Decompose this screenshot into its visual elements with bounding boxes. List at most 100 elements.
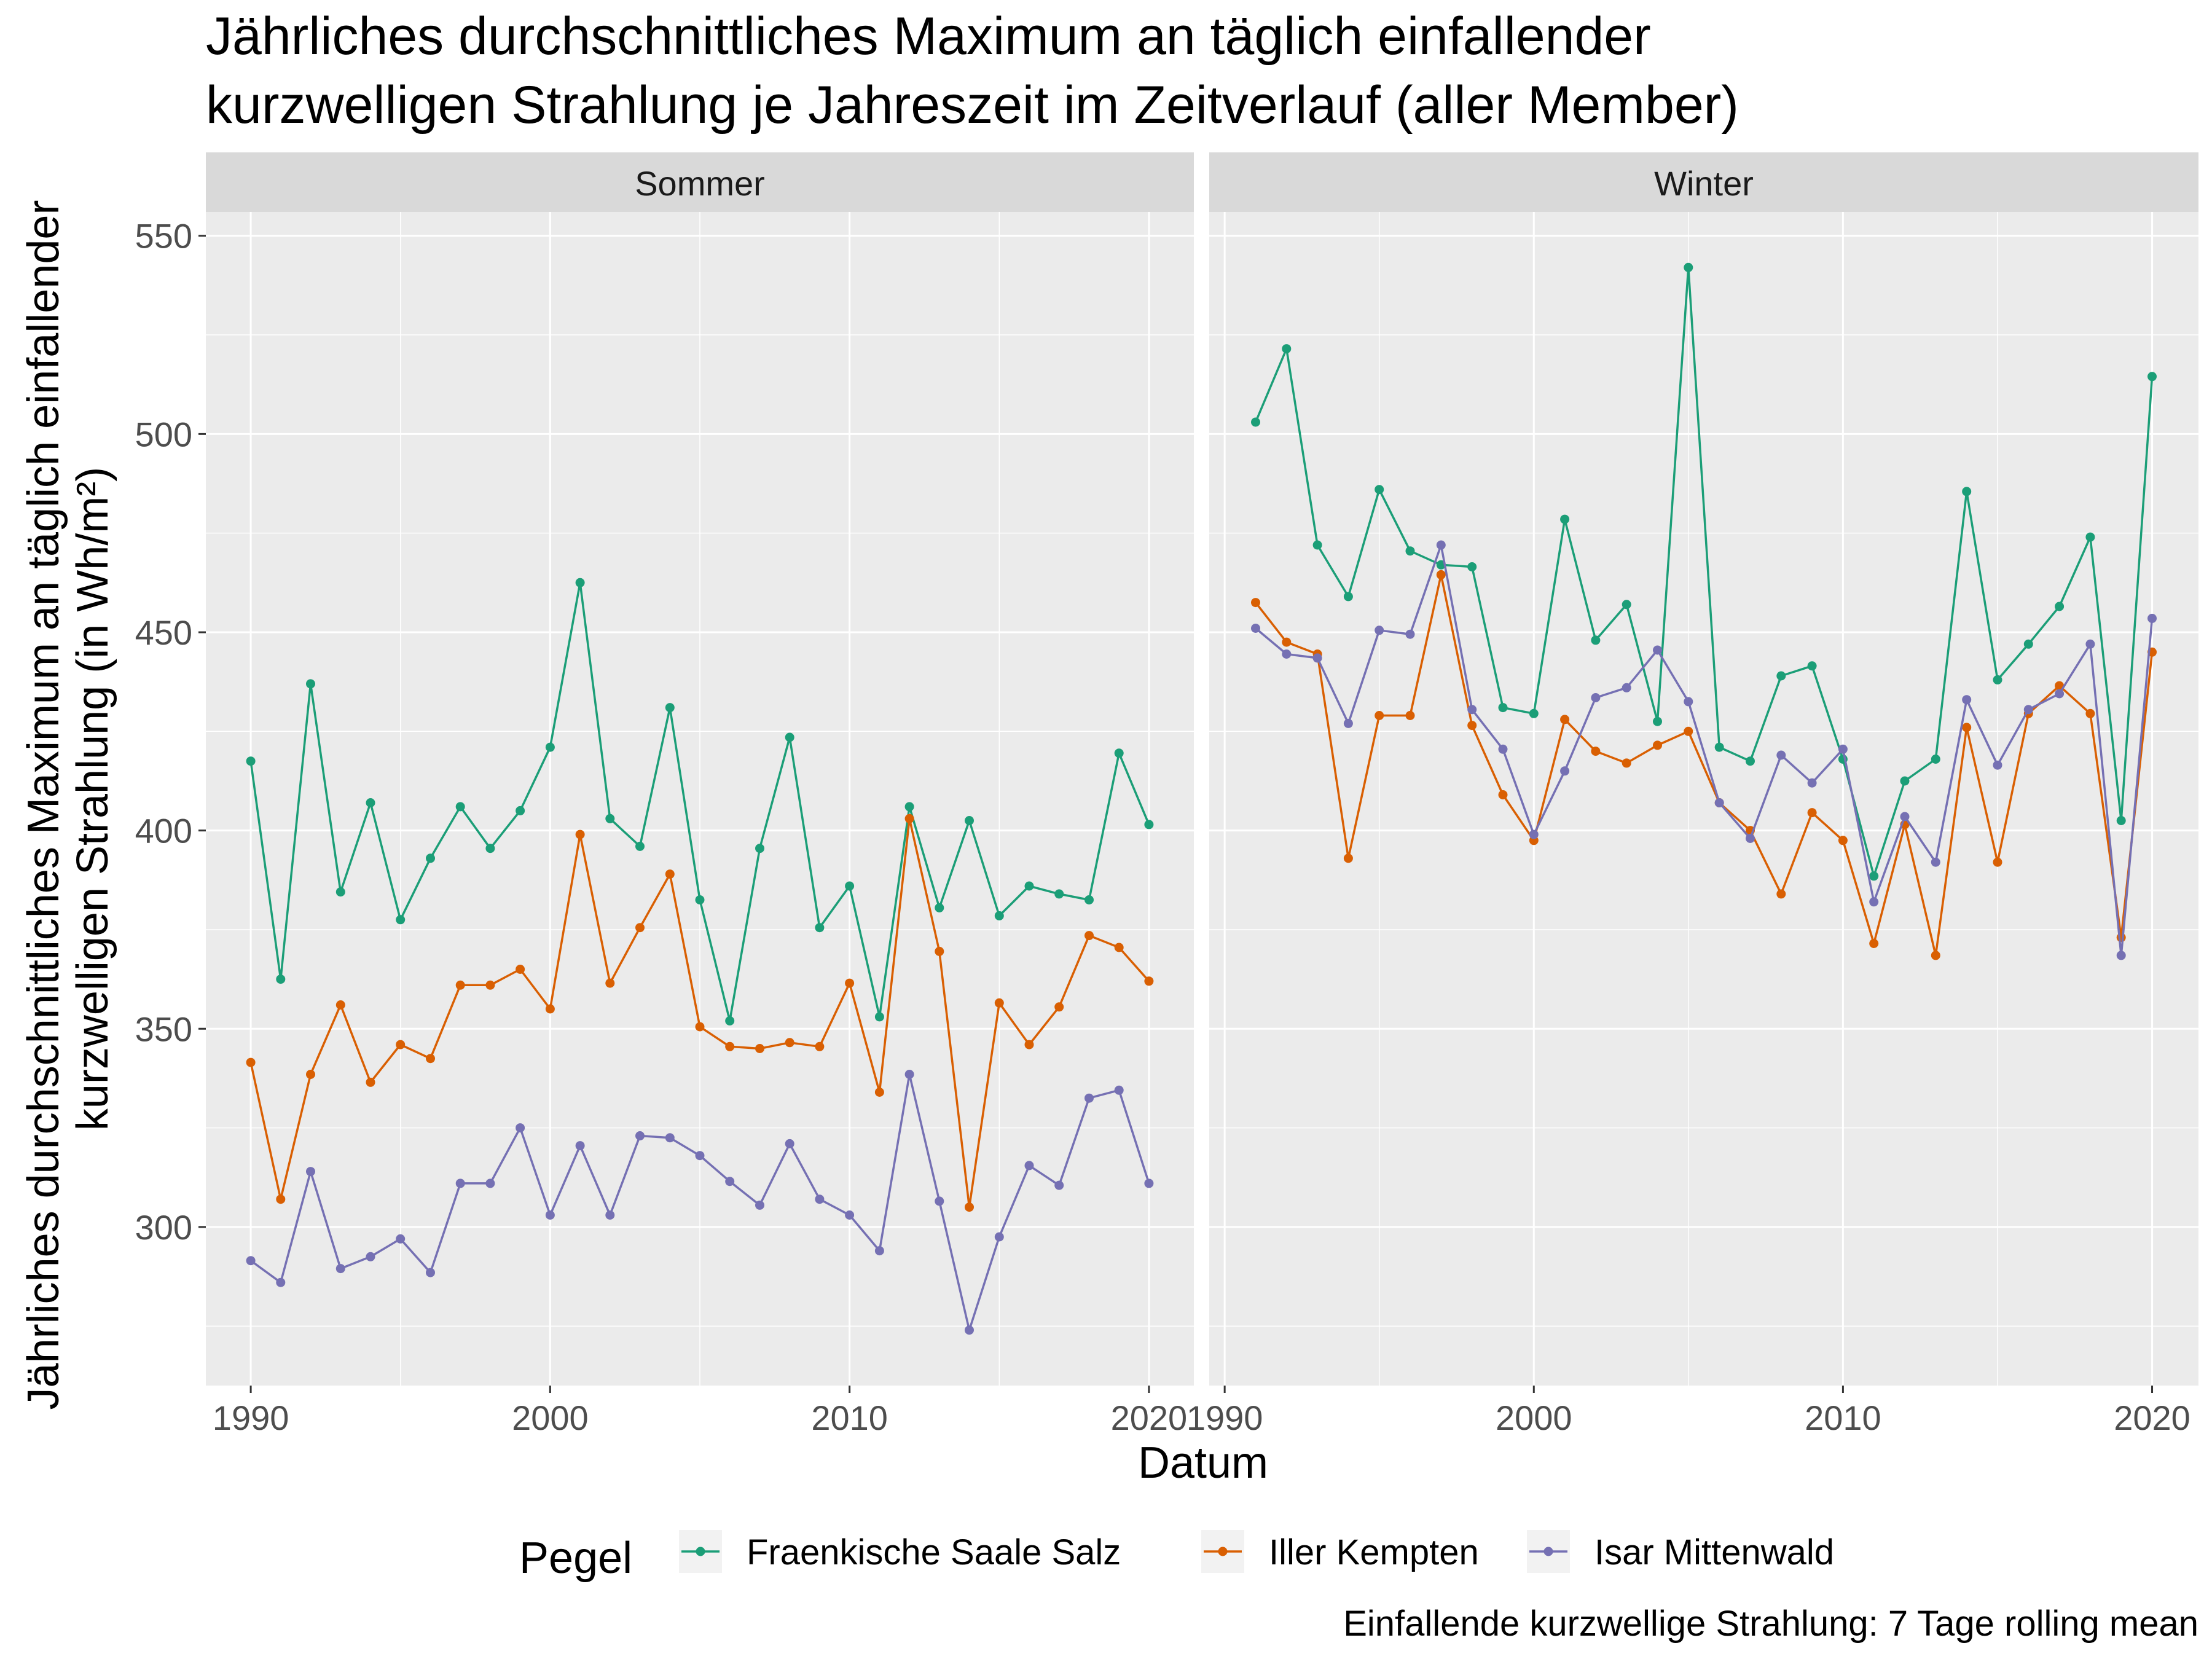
data-point bbox=[1560, 715, 1570, 724]
data-point bbox=[2116, 816, 2126, 825]
data-point bbox=[1653, 716, 1662, 726]
data-point bbox=[635, 923, 645, 933]
chart-title-line-2: kurzwelligen Strahlung je Jahreszeit im … bbox=[206, 76, 1739, 135]
data-point bbox=[1962, 487, 1972, 496]
data-point bbox=[1312, 653, 1322, 663]
data-point bbox=[1993, 760, 2002, 770]
y-axis-label-line-2: kurzwelligen Strahlung (in Wh/m²) bbox=[68, 467, 117, 1131]
strip-winter bbox=[1209, 152, 2198, 212]
data-point bbox=[1312, 540, 1322, 550]
data-point bbox=[1024, 881, 1034, 891]
y-tick-label: 450 bbox=[135, 613, 192, 652]
data-point bbox=[874, 1012, 884, 1022]
data-point bbox=[575, 578, 585, 587]
data-point bbox=[2055, 689, 2065, 699]
data-point bbox=[1931, 755, 1940, 764]
data-point bbox=[845, 1210, 855, 1220]
data-point bbox=[1251, 624, 1260, 633]
data-point bbox=[1653, 645, 1662, 655]
data-point bbox=[335, 887, 345, 897]
data-point bbox=[2085, 708, 2095, 718]
data-point bbox=[1807, 808, 1817, 818]
data-point bbox=[1653, 740, 1662, 750]
data-point bbox=[1405, 629, 1415, 639]
data-point bbox=[1529, 708, 1539, 718]
data-point bbox=[366, 1077, 375, 1087]
data-point bbox=[1343, 592, 1353, 602]
data-point bbox=[845, 881, 855, 891]
data-point bbox=[485, 844, 495, 853]
data-point bbox=[426, 853, 435, 863]
data-point bbox=[1962, 695, 1972, 705]
data-point bbox=[845, 978, 855, 988]
data-point bbox=[605, 814, 615, 823]
data-point bbox=[1343, 853, 1353, 863]
data-point bbox=[1622, 683, 1631, 692]
y-tick-label: 350 bbox=[135, 1010, 192, 1048]
chart-title: Jährliches durchschnittliches Maximum an… bbox=[206, 7, 1739, 135]
y-tick-label: 500 bbox=[135, 415, 192, 453]
data-point bbox=[965, 816, 974, 825]
series-isar-mittenwald-sommer bbox=[246, 1070, 1154, 1335]
caption: Einfallende kurzwellige Strahlung: 7 Tag… bbox=[1343, 1604, 2198, 1644]
legend-label: Isar Mittenwald bbox=[1594, 1532, 1834, 1572]
y-tick-label: 550 bbox=[135, 217, 192, 256]
data-point bbox=[1498, 703, 1508, 713]
data-point bbox=[1591, 747, 1601, 756]
data-point bbox=[1962, 723, 1972, 732]
data-point bbox=[1114, 748, 1124, 758]
data-point bbox=[1746, 834, 1755, 843]
data-point bbox=[575, 830, 585, 839]
data-point bbox=[455, 1179, 465, 1188]
data-point bbox=[335, 1000, 345, 1010]
y-tick-label: 400 bbox=[135, 812, 192, 850]
data-point bbox=[1807, 778, 1817, 788]
series-line bbox=[1255, 573, 2154, 957]
data-point bbox=[1684, 697, 1693, 707]
data-point bbox=[485, 1179, 495, 1188]
data-point bbox=[785, 732, 794, 742]
data-point bbox=[1714, 798, 1724, 807]
data-point bbox=[1931, 951, 1940, 960]
data-point bbox=[874, 1088, 884, 1097]
data-point bbox=[1560, 514, 1570, 524]
data-point bbox=[1343, 718, 1353, 728]
data-point bbox=[485, 980, 495, 990]
data-point bbox=[1436, 570, 1446, 579]
data-point bbox=[1282, 649, 1292, 659]
legend-label: Fraenkische Saale Salz bbox=[747, 1532, 1121, 1572]
data-point bbox=[1436, 540, 1446, 550]
y-tick-label: 300 bbox=[135, 1208, 192, 1247]
data-point bbox=[1375, 626, 1384, 635]
legend-key-point bbox=[696, 1547, 705, 1556]
data-point bbox=[1405, 546, 1415, 556]
data-point bbox=[635, 1131, 645, 1140]
strip-sommer bbox=[206, 152, 1194, 212]
x-axis-label: Datum bbox=[1138, 1438, 1268, 1488]
data-point bbox=[396, 1234, 406, 1244]
data-point bbox=[366, 1252, 375, 1261]
data-point bbox=[1869, 897, 1879, 907]
data-point bbox=[246, 1057, 256, 1067]
data-point bbox=[1405, 711, 1415, 720]
data-point bbox=[1282, 344, 1292, 354]
data-point bbox=[426, 1054, 435, 1064]
data-point bbox=[1993, 857, 2002, 867]
data-point bbox=[276, 1277, 286, 1287]
data-point bbox=[1869, 871, 1879, 881]
data-point bbox=[396, 915, 406, 925]
data-point bbox=[994, 998, 1004, 1008]
data-point bbox=[755, 1044, 764, 1053]
data-point bbox=[1282, 637, 1292, 647]
data-point bbox=[965, 1202, 974, 1212]
data-point bbox=[276, 975, 286, 984]
data-point bbox=[665, 703, 675, 713]
data-point bbox=[725, 1177, 735, 1186]
legend-title: Pegel bbox=[519, 1534, 632, 1583]
data-point bbox=[755, 844, 764, 853]
data-point bbox=[665, 869, 675, 879]
data-point bbox=[725, 1041, 735, 1051]
data-point bbox=[994, 911, 1004, 920]
data-point bbox=[1993, 675, 2002, 684]
